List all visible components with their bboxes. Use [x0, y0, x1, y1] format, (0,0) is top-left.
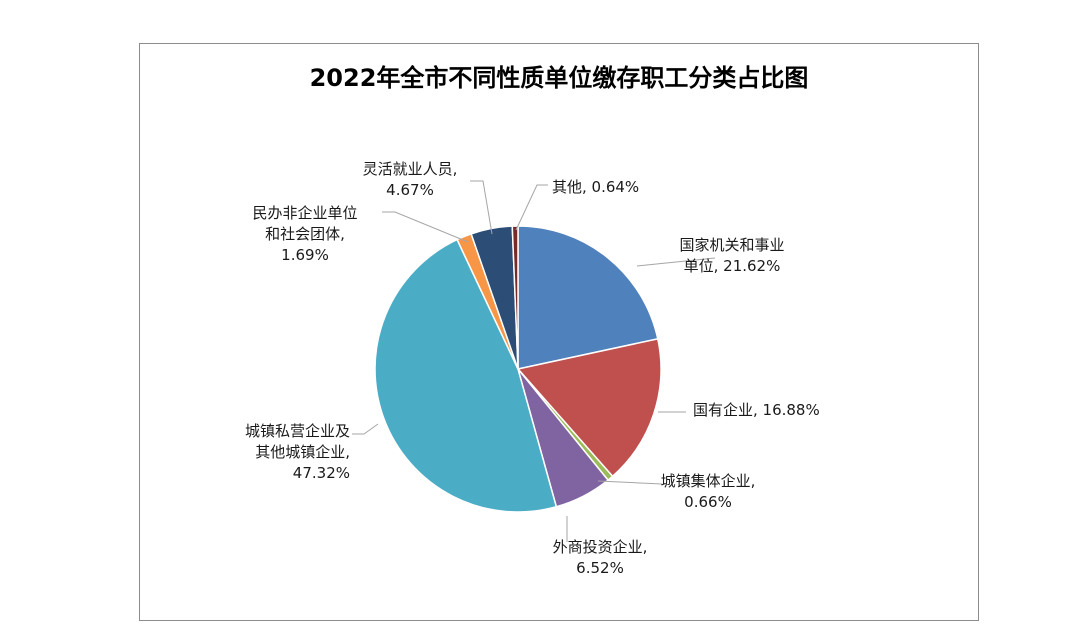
leader-line-1	[636, 257, 716, 267]
slice-label-4: 外商投资企业, 6.52%	[553, 538, 648, 577]
pie-chart: 2022年全市不同性质单位缴存职工分类占比图 国家机关和事业单位, 21.62%…	[245, 64, 820, 577]
slice-label-7: 灵活就业人员, 4.67%	[363, 160, 458, 199]
slice-label-6: 民办非企业单位和社会团体, 1.69%	[252, 204, 357, 264]
slice-label-3: 城镇集体企业, 0.66%	[661, 472, 756, 511]
leader-line-6	[382, 211, 469, 243]
leader-line-8	[515, 184, 548, 231]
pie-slice-1	[517, 225, 659, 370]
chart-title: 2022年全市不同性质单位缴存职工分类占比图	[310, 64, 809, 92]
pie-slice-2	[516, 337, 662, 478]
chart-frame: 2022年全市不同性质单位缴存职工分类占比图 国家机关和事业单位, 21.62%…	[139, 43, 979, 621]
slice-label-5: 城镇私营企业及其他城镇企业, 47.32%	[245, 422, 350, 482]
slice-label-2: 国有企业, 16.88%	[693, 401, 820, 419]
leader-line-5	[352, 423, 379, 435]
slice-label-8: 其他, 0.64%	[552, 178, 639, 196]
leader-line-7	[470, 180, 493, 235]
leader-line-3	[597, 480, 663, 485]
slice-label-1: 国家机关和事业单位, 21.62%	[679, 236, 784, 275]
pie-slice-5	[374, 238, 558, 513]
